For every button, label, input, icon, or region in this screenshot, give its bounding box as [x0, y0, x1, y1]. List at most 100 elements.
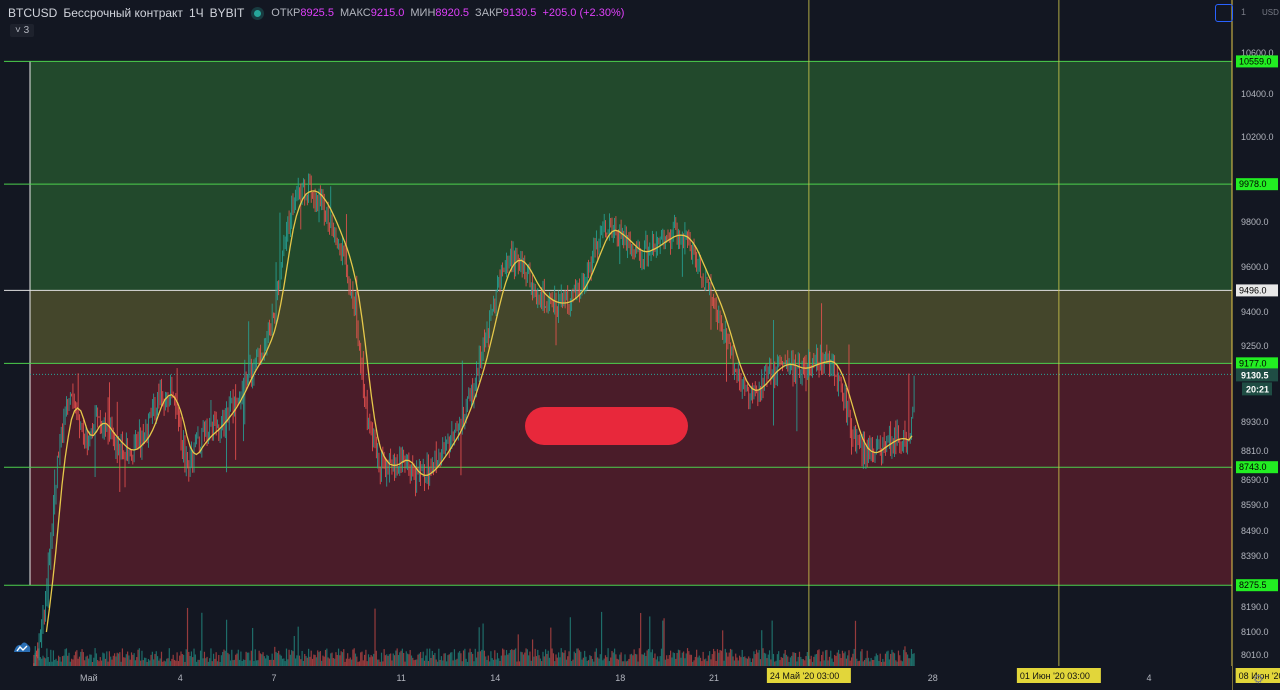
volume-bar [529, 651, 531, 666]
volume-bar [861, 649, 863, 666]
volume-bar [364, 654, 366, 666]
volume-bar [697, 657, 699, 666]
volume-bar [184, 661, 186, 666]
volume-bar [742, 656, 745, 666]
volume-bar [628, 658, 630, 666]
volume-bar [246, 652, 249, 666]
volume-bar [202, 658, 204, 666]
volume-bar [259, 653, 262, 666]
volume-bar [837, 649, 840, 666]
volume-bar [446, 661, 448, 666]
volume-bar [593, 661, 595, 666]
volume-bar [643, 652, 646, 666]
volume-bar [134, 660, 137, 666]
volume-bar [669, 650, 672, 666]
price-axis-bg [1232, 0, 1280, 690]
volume-bar [887, 650, 889, 666]
volume-bar [892, 652, 894, 666]
gear-icon[interactable]: ⚙ [1253, 672, 1264, 686]
volume-bar [180, 651, 182, 666]
interval[interactable]: 1Ч [188, 6, 204, 20]
volume-bar [598, 658, 600, 666]
volume-bar [339, 655, 341, 666]
volume-bar [304, 653, 306, 666]
volume-bar [417, 654, 419, 666]
volume-bar [250, 650, 252, 666]
volume-bar [577, 648, 579, 666]
level-label: 8743.0 [1239, 462, 1267, 472]
volume-bar [796, 661, 798, 666]
volume-bar [98, 661, 100, 666]
volume-bar [672, 652, 674, 666]
volume-bar [300, 659, 302, 666]
symbol[interactable]: BTCUSD [8, 6, 58, 20]
volume-bar [489, 661, 491, 666]
volume-bar [835, 655, 837, 666]
volume-bar [183, 654, 185, 666]
volume-bar [656, 656, 659, 666]
volume-bar [71, 658, 73, 666]
volume-bar [94, 648, 96, 666]
volume-bar [383, 649, 385, 666]
volume-bar [81, 649, 83, 666]
volume-bar [421, 658, 423, 666]
volume-bar [159, 658, 161, 666]
volume-bar [272, 659, 275, 666]
volume-bar [386, 654, 388, 666]
volume-bars [33, 607, 915, 666]
volume-bar [354, 653, 357, 666]
volume-bar [358, 661, 360, 666]
time-tick-label: 4 [1147, 673, 1152, 683]
volume-bar [292, 651, 294, 666]
volume-bar [340, 651, 342, 666]
volume-bar [179, 655, 181, 666]
volume-bar [287, 659, 289, 666]
volume-bar [718, 652, 720, 666]
volume-bar [696, 649, 698, 666]
volume-bar [166, 658, 168, 666]
volume-bar [89, 654, 91, 666]
volume-bar [538, 655, 540, 666]
volume-bar [590, 656, 592, 666]
time-highlight-bg [1016, 668, 1101, 683]
close-value: 9130.5 [502, 7, 537, 19]
volume-bar [145, 657, 147, 666]
volume-bar [824, 650, 827, 666]
volume-bar [556, 657, 558, 666]
volume-bar [173, 659, 176, 666]
indicators-toggle[interactable]: ˅ 3 [10, 24, 35, 37]
volume-bar [587, 660, 590, 666]
volume-bar [136, 657, 138, 666]
volume-bar [819, 661, 821, 666]
volume-bar [475, 657, 478, 666]
volume-bar [524, 652, 526, 666]
volume-bar [530, 660, 532, 666]
volume-bar [864, 660, 866, 666]
volume-bar [908, 658, 910, 666]
volume-bar [879, 653, 881, 666]
volume-bar [711, 654, 713, 666]
volume-bar [507, 654, 509, 666]
volume-bar [654, 653, 656, 666]
volume-bar [888, 659, 890, 666]
volume-bar [490, 651, 492, 666]
volume-bar [43, 657, 45, 666]
volume-bar [360, 652, 362, 666]
volume-bar [324, 649, 327, 666]
volume-bar [715, 660, 717, 666]
volume-bar [537, 649, 539, 666]
volume-bar [465, 658, 467, 666]
volume-bar [227, 652, 229, 666]
volume-bar [802, 659, 805, 666]
volume-bar [882, 658, 884, 666]
volume-bar [370, 655, 372, 666]
volume-bar [258, 650, 260, 666]
volume-bar [52, 650, 55, 666]
volume-bar [550, 627, 552, 666]
price-tick-label: 8930.0 [1241, 417, 1269, 427]
volume-bar [121, 648, 124, 666]
chart-settings-icon[interactable] [1215, 4, 1233, 22]
volume-bar [84, 660, 86, 666]
volume-bar [640, 612, 642, 666]
